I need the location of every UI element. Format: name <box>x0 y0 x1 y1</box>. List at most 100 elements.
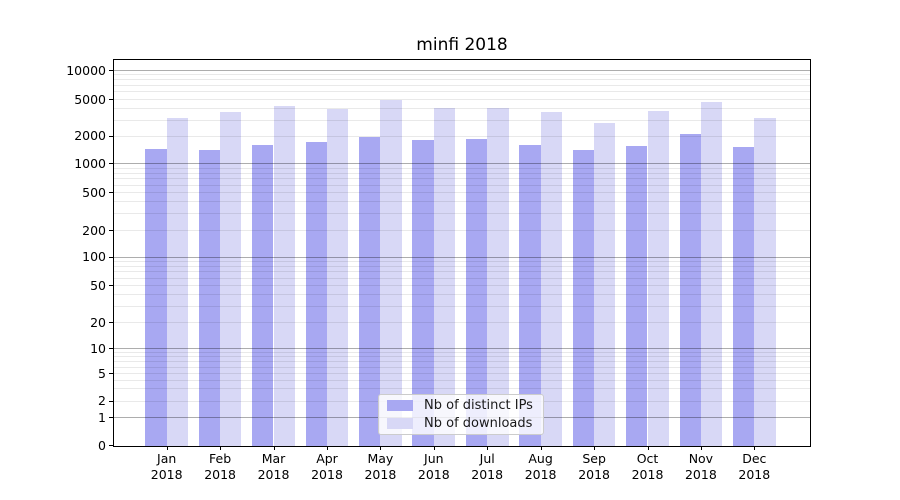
y-tick-label-5: 5 <box>98 365 106 381</box>
bar-downloads-apr <box>327 109 349 446</box>
x-tick-may <box>380 446 382 450</box>
bar-downloads-sep <box>594 122 616 446</box>
y-tick-label-20: 20 <box>90 314 106 330</box>
gridline-minor <box>114 322 810 323</box>
gridline-minor <box>114 285 810 286</box>
y-tick-label-200: 200 <box>82 222 106 238</box>
gridline-minor <box>114 261 810 262</box>
bar-distinct-ips-jul <box>465 138 488 446</box>
y-tick-label-2: 2 <box>98 393 106 408</box>
bar-downloads-dec <box>754 118 776 446</box>
gridline-minor <box>114 167 810 169</box>
gridline-major <box>114 163 810 165</box>
gridline-minor <box>114 361 810 362</box>
gridline-major <box>114 70 810 71</box>
y-tick-0 <box>109 445 113 446</box>
y-tick-label-10: 10 <box>90 340 106 356</box>
y-tick-label-500: 500 <box>82 184 106 200</box>
x-tick-label-jan: Jan 2018 <box>150 451 183 482</box>
bar-distinct-ips-sep <box>572 150 595 446</box>
gridline-minor <box>114 265 810 267</box>
bar-distinct-ips-feb <box>198 150 221 446</box>
y-tick-5 <box>109 373 113 374</box>
x-tick-jul <box>487 446 489 450</box>
y-tick-50 <box>109 285 113 286</box>
x-tick-label-jun: Jun 2018 <box>417 451 450 482</box>
bar-downloads-jan <box>166 117 189 446</box>
bar-downloads-nov <box>700 101 723 446</box>
y-tick-label-100: 100 <box>82 249 106 265</box>
legend-swatch-distinct-ips <box>387 400 413 412</box>
bar-downloads-may <box>380 100 402 446</box>
y-tick-label-1: 1 <box>98 409 106 425</box>
gridline-minor <box>114 172 810 174</box>
bar-distinct-ips-mar <box>252 145 274 446</box>
x-tick-apr <box>327 446 328 450</box>
x-tick-label-oct: Oct 2018 <box>631 451 664 482</box>
gridline-minor <box>114 271 810 273</box>
bar-downloads-jul <box>487 107 509 446</box>
gridline-minor <box>114 201 810 203</box>
y-tick-2000 <box>109 135 113 137</box>
gridline-minor <box>114 135 810 137</box>
plot-area: Nb of distinct IPs Nb of downloads <box>113 59 811 447</box>
y-tick-1 <box>109 417 113 418</box>
x-tick-label-sep: Sep 2018 <box>578 451 610 482</box>
bar-distinct-ips-nov <box>679 133 701 446</box>
legend-label-distinct-ips: Nb of distinct IPs <box>424 398 533 414</box>
y-tick-1000 <box>109 163 113 165</box>
bar-downloads-aug <box>540 111 562 446</box>
y-tick-10000 <box>109 70 113 71</box>
legend-swatch-downloads <box>387 417 413 429</box>
x-tick-jun <box>433 446 435 450</box>
y-tick-label-50: 50 <box>90 277 106 293</box>
y-tick-label-5000: 5000 <box>74 91 106 107</box>
legend-item-distinct-ips: Nb of distinct IPs <box>385 397 537 415</box>
x-tick-label-may: May 2018 <box>364 451 397 482</box>
gridline-minor <box>114 352 810 354</box>
gridline-minor <box>114 230 810 231</box>
gridline-minor <box>114 366 810 368</box>
x-tick-nov <box>700 446 702 450</box>
gridline-minor <box>114 373 810 374</box>
x-tick-label-jul: Jul 2018 <box>471 451 504 482</box>
gridline-minor <box>114 119 810 121</box>
bar-distinct-ips-aug <box>519 144 541 446</box>
x-tick-label-mar: Mar 2018 <box>257 451 290 482</box>
bar-downloads-mar <box>273 105 295 446</box>
bar-downloads-oct <box>647 110 669 446</box>
gridline-minor <box>114 74 810 76</box>
gridline-minor <box>114 79 810 81</box>
gridline-minor <box>114 192 810 193</box>
bar-downloads-feb <box>220 111 242 446</box>
y-tick-label-1000: 1000 <box>74 155 106 171</box>
gridline-minor <box>114 305 810 307</box>
x-tick-aug <box>540 446 542 450</box>
y-tick-5000 <box>109 99 113 100</box>
legend-label-downloads: Nb of downloads <box>424 415 533 431</box>
x-tick-label-nov: Nov 2018 <box>684 451 717 482</box>
chart-title: minfi 2018 <box>416 35 508 55</box>
gridline-minor <box>114 184 810 186</box>
gridline-major <box>114 256 810 258</box>
gridline-minor <box>114 213 810 215</box>
y-tick-200 <box>109 230 113 231</box>
x-tick-dec <box>754 446 756 450</box>
x-tick-label-feb: Feb 2018 <box>204 451 236 482</box>
legend: Nb of distinct IPs Nb of downloads <box>378 394 544 435</box>
bar-downloads-jun <box>433 107 456 446</box>
gridline-minor <box>114 356 810 358</box>
y-tick-20 <box>109 322 113 323</box>
gridline-minor <box>114 99 810 100</box>
bar-distinct-ips-oct <box>626 145 648 446</box>
gridline-minor <box>114 84 810 86</box>
y-tick-500 <box>109 192 113 193</box>
y-tick-10 <box>109 348 113 350</box>
bar-distinct-ips-may <box>359 136 381 446</box>
x-tick-oct <box>647 446 649 450</box>
bar-distinct-ips-jan <box>145 149 167 446</box>
gridline-minor <box>114 178 810 180</box>
x-tick-feb <box>220 446 222 450</box>
x-tick-sep <box>594 446 596 450</box>
